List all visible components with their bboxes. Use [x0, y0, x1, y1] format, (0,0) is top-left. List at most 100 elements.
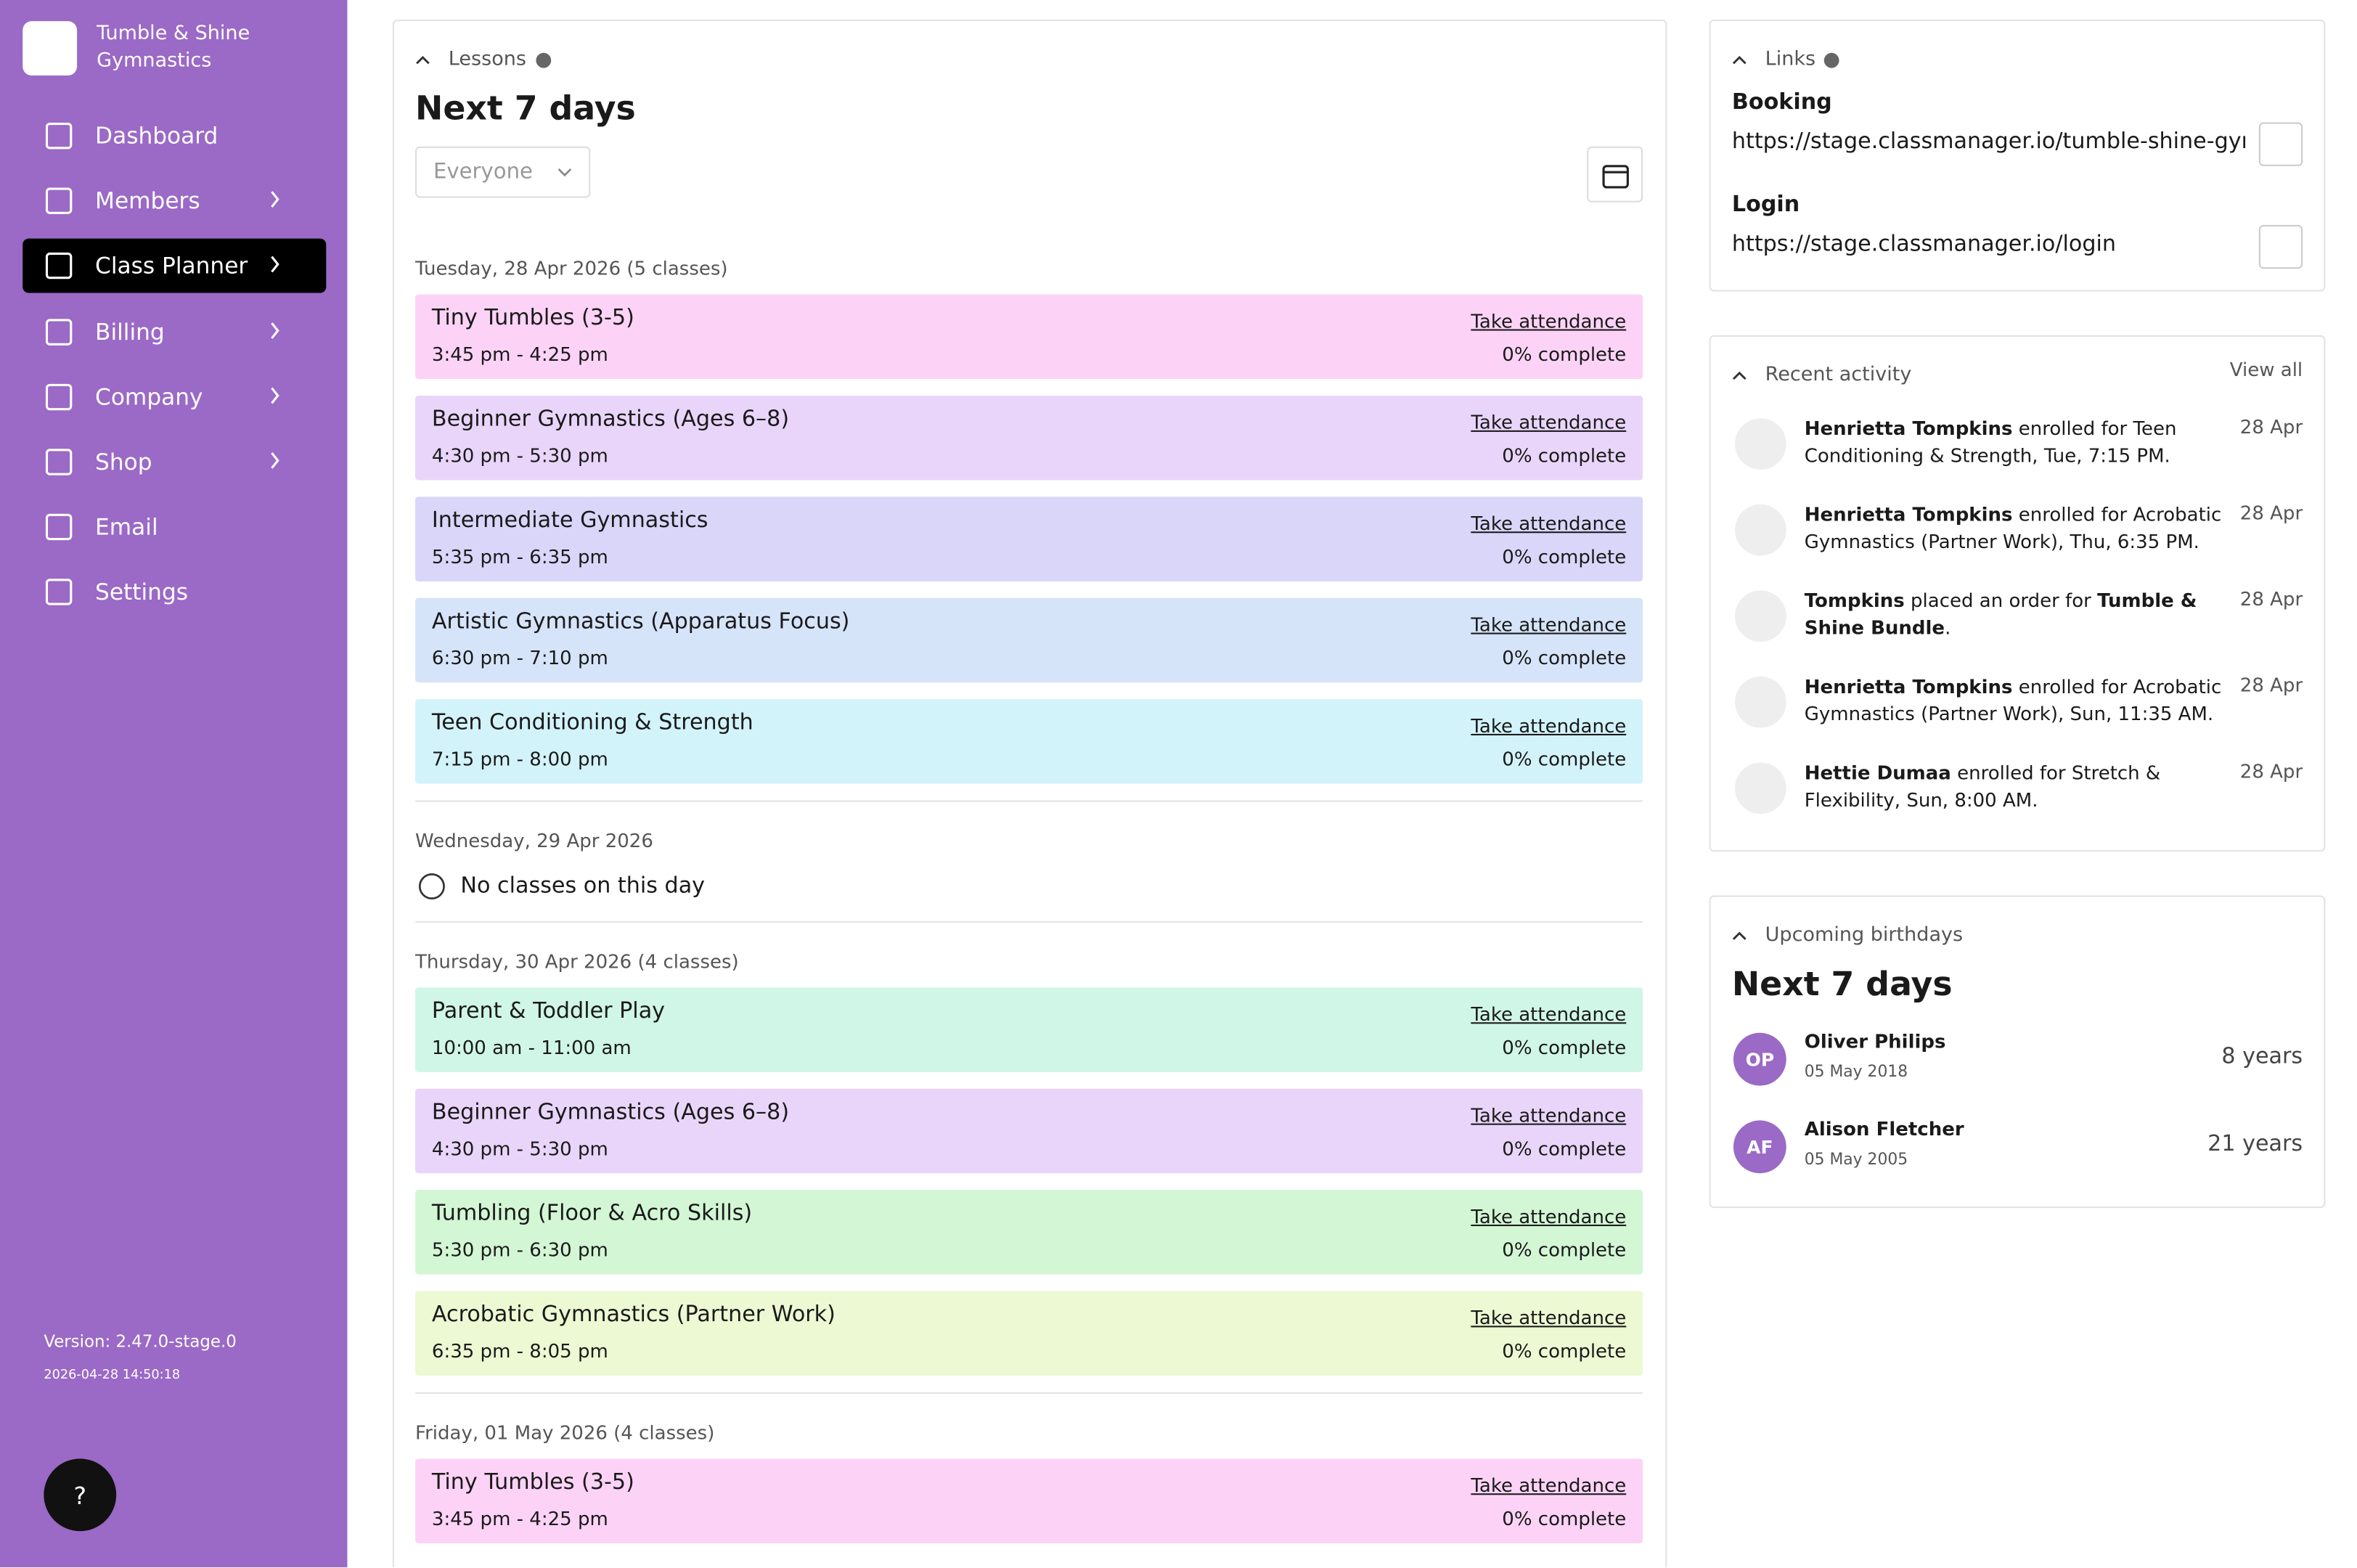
- text-part: enrolled for Acrobatic Gymnastics (Partn…: [1804, 502, 2222, 553]
- view-all[interactable]: View all: [2229, 357, 2303, 381]
- activity-text: Hettie Dumaa enrolled for Stretch & Flex…: [1805, 759, 2235, 814]
- class-name: Artistic Gymnastics (Apparatus Focus): [431, 610, 850, 634]
- nav-label: Shop: [95, 448, 152, 476]
- class-row[interactable]: Tiny Tumbles (3-5) 3:45 pm - 4:25 pm Take …: [415, 294, 1643, 380]
- lessons-title: Next 7 days: [415, 90, 636, 128]
- take-attendance[interactable]: Take attendance: [1471, 1204, 1627, 1228]
- activity-list: Henrietta Tompkins enrolled for Teen Con…: [1711, 415, 2324, 846]
- progress: 0% complete: [1502, 444, 1627, 467]
- take-attendance[interactable]: Take attendance: [1471, 410, 1627, 433]
- class-row[interactable]: Parent & Toddler Play 10:00 am - 11:00 am…: [415, 987, 1643, 1072]
- class-row[interactable]: Acrobatic Gymnastics (Partner Work) 6:35 …: [415, 1291, 1643, 1376]
- nav-label: Settings: [95, 579, 189, 606]
- help-button[interactable]: ?: [44, 1458, 117, 1532]
- class-time: 5:35 pm - 6:35 pm: [431, 544, 608, 568]
- text-part: enrolled for Acrobatic Gymnastics (Partn…: [1804, 674, 2222, 725]
- nav-item[interactable]: Shop: [23, 435, 326, 489]
- progress: 0% complete: [1502, 747, 1627, 770]
- class-time: 6:30 pm - 7:10 pm: [431, 646, 608, 669]
- nav-label: Class Planner: [95, 253, 248, 280]
- nav-item[interactable]: Settings: [23, 565, 326, 620]
- text-part: .: [1945, 616, 1951, 639]
- class-row[interactable]: Teen Conditioning & Strength 7:15 pm - 8:…: [415, 699, 1643, 784]
- class-row[interactable]: Artistic Gymnastics (Apparatus Focus) 6:3…: [415, 597, 1643, 683]
- activity-date: 28 Apr: [2239, 759, 2303, 783]
- nav-item[interactable]: Members: [23, 174, 326, 229]
- class-row[interactable]: Intermediate Gymnastics 5:35 pm - 6:35 pm…: [415, 497, 1643, 581]
- text-part: enrolled for Stretch & Flexibility, Sun,…: [1804, 761, 2161, 812]
- lessons-card: Lessons Next 7 days Everyone Tuesday, 28…: [392, 20, 1667, 1568]
- class-time: 4:30 pm - 5:30 pm: [431, 444, 608, 467]
- birthdays-title: Next 7 days: [1731, 966, 1953, 1005]
- separator: [415, 920, 1643, 923]
- nav-label: Dashboard: [95, 122, 218, 150]
- section-label: Upcoming birthdays: [1765, 924, 1964, 947]
- avatar: OP: [1733, 1032, 1786, 1086]
- activity-text: Henrietta Tompkins enrolled for Acrobati…: [1805, 502, 2235, 556]
- nav-item[interactable]: Company: [23, 369, 326, 424]
- class-row[interactable]: Beginner Gymnastics (Ages 6–8) 4:30 pm - …: [415, 395, 1643, 481]
- nav-item[interactable]: Dashboard: [23, 109, 326, 163]
- progress: 0% complete: [1502, 1238, 1627, 1261]
- filter-dropdown[interactable]: Everyone: [415, 146, 591, 198]
- class-name: Tiny Tumbles (3-5): [431, 1471, 634, 1495]
- link-item: Login https://stage.classmanager.io/login: [1732, 193, 2303, 295]
- activity-header[interactable]: Recent activity: [1732, 364, 1912, 387]
- class-time: 10:00 am - 11:00 am: [431, 1035, 632, 1059]
- class-time: 5:30 pm - 6:30 pm: [431, 1238, 608, 1261]
- activity-icon: [1735, 418, 1786, 470]
- link-item: Booking https://stage.classmanager.io/tum…: [1732, 91, 2303, 193]
- class-row[interactable]: Tiny Tumbles (3-5) 3:45 pm - 4:25 pm Take …: [415, 1458, 1643, 1543]
- class-time: 6:35 pm - 8:05 pm: [431, 1339, 608, 1363]
- link-url: https://stage.classmanager.io/login: [1731, 232, 2117, 257]
- activity-text: Tompkins placed an order for Tumble & Sh…: [1805, 587, 2235, 642]
- activity-icon: [1735, 504, 1786, 556]
- nav-item[interactable]: Billing: [23, 304, 326, 359]
- class-time: 3:45 pm - 4:25 pm: [431, 343, 608, 366]
- text-part: Henrietta Tompkins: [1804, 502, 2013, 526]
- filter-value: Everyone: [433, 160, 533, 184]
- take-attendance[interactable]: Take attendance: [1471, 512, 1627, 535]
- lessons-header[interactable]: Lessons: [415, 49, 551, 71]
- progress: 0% complete: [1502, 343, 1627, 366]
- take-attendance[interactable]: Take attendance: [1471, 1306, 1627, 1329]
- class-name: Acrobatic Gymnastics (Partner Work): [431, 1303, 836, 1328]
- progress: 0% complete: [1502, 1137, 1627, 1160]
- birthdays-header[interactable]: Upcoming birthdays: [1732, 924, 1963, 947]
- activity-text: Henrietta Tompkins enrolled for Acrobati…: [1805, 674, 2235, 728]
- take-attendance[interactable]: Take attendance: [1471, 1474, 1627, 1497]
- link-list: Booking https://stage.classmanager.io/tum…: [1732, 91, 2303, 296]
- class-row[interactable]: Beginner Gymnastics (Ages 6–8) 4:30 pm - …: [415, 1088, 1643, 1174]
- links-header[interactable]: Links: [1732, 49, 1840, 71]
- take-attendance[interactable]: Take attendance: [1471, 1103, 1627, 1127]
- copy-link[interactable]: [2258, 122, 2303, 166]
- class-name: Beginner Gymnastics (Ages 6–8): [431, 407, 790, 432]
- text-part: Henrietta Tompkins: [1804, 417, 2013, 440]
- class-row[interactable]: Tumbling (Floor & Acro Skills) 5:30 pm - …: [415, 1190, 1643, 1275]
- class-time: 7:15 pm - 8:00 pm: [431, 747, 608, 770]
- birthday-list: OP Oliver Philips 05 May 2018 8 years AF Alis…: [1711, 1030, 2324, 1208]
- take-attendance[interactable]: Take attendance: [1471, 613, 1627, 636]
- age: 21 years: [2207, 1132, 2303, 1157]
- class-name: Tiny Tumbles (3-5): [431, 306, 634, 331]
- link-label: Login: [1731, 193, 1800, 218]
- copy-link[interactable]: [2258, 224, 2303, 269]
- birth-date: 05 May 2018: [1804, 1063, 1908, 1082]
- birth-date: 05 May 2005: [1804, 1151, 1908, 1169]
- nav-item[interactable]: Class Planner: [23, 239, 327, 294]
- nav-label: Email: [95, 513, 158, 542]
- section-label: Recent activity: [1765, 364, 1912, 387]
- activity-item: Henrietta Tompkins enrolled for Teen Con…: [1711, 415, 2324, 502]
- take-attendance[interactable]: Take attendance: [1471, 309, 1627, 332]
- nav-item[interactable]: Email: [23, 500, 326, 555]
- link-url: https://stage.classmanager.io/tumble-shi…: [1731, 129, 2246, 155]
- progress: 0% complete: [1502, 1506, 1627, 1530]
- take-attendance[interactable]: Take attendance: [1471, 1003, 1627, 1026]
- take-attendance[interactable]: Take attendance: [1471, 714, 1627, 738]
- links-card: Links Booking https://stage.classmanager.…: [1709, 20, 2326, 292]
- activity-item: Henrietta Tompkins enrolled for Acrobati…: [1711, 502, 2324, 588]
- calendar-button[interactable]: [1587, 146, 1643, 203]
- avatar: AF: [1733, 1120, 1786, 1174]
- day-heading: Wednesday, 29 Apr 2026: [415, 828, 653, 852]
